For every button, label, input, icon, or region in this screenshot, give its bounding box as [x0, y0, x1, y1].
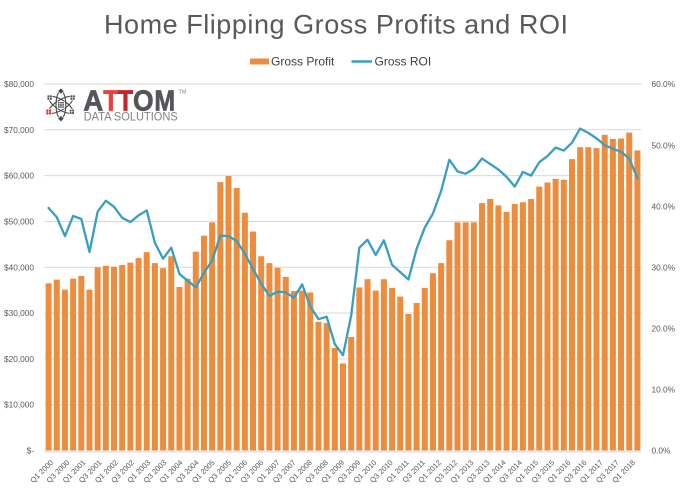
svg-text:0.0%: 0.0% [652, 446, 672, 456]
svg-text:O: O [133, 86, 154, 118]
svg-text:$10,000: $10,000 [4, 400, 34, 410]
svg-text:50.0%: 50.0% [652, 140, 676, 150]
svg-text:$70,000: $70,000 [4, 125, 34, 135]
svg-text:Gross ROI: Gross ROI [375, 55, 432, 69]
svg-text:40.0%: 40.0% [652, 201, 676, 211]
svg-text:$30,000: $30,000 [4, 308, 34, 318]
svg-text:Home Flipping Gross Profits an: Home Flipping Gross Profits and ROI [104, 10, 568, 40]
svg-text:T: T [118, 86, 133, 118]
svg-text:A: A [83, 86, 103, 118]
svg-text:$-: $- [27, 446, 35, 456]
svg-text:$80,000: $80,000 [4, 79, 34, 89]
svg-text:TM: TM [179, 90, 187, 96]
svg-text:$40,000: $40,000 [4, 262, 34, 272]
svg-text:60.0%: 60.0% [652, 79, 676, 89]
svg-text:10.0%: 10.0% [652, 385, 676, 395]
svg-text:$60,000: $60,000 [4, 171, 34, 181]
svg-text:$50,000: $50,000 [4, 216, 34, 226]
svg-text:30.0%: 30.0% [652, 262, 676, 272]
svg-text:Gross Profit: Gross Profit [271, 55, 335, 69]
svg-text:20.0%: 20.0% [652, 324, 676, 334]
svg-text:T: T [103, 86, 118, 118]
svg-text:DATA SOLUTIONS: DATA SOLUTIONS [84, 111, 178, 123]
svg-text:M: M [154, 86, 175, 118]
svg-text:$20,000: $20,000 [4, 354, 34, 364]
